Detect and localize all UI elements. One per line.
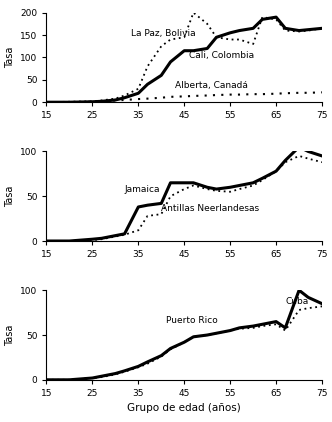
X-axis label: Grupo de edad (años): Grupo de edad (años) (127, 403, 241, 414)
Text: Cuba: Cuba (285, 297, 308, 306)
Text: Alberta, Canadá: Alberta, Canadá (175, 81, 248, 90)
Text: La Paz, Bolivia: La Paz, Bolivia (131, 29, 196, 38)
Y-axis label: Tasa: Tasa (5, 47, 15, 68)
Text: Puerto Rico: Puerto Rico (166, 316, 218, 325)
Text: Antillas Neerlandesas: Antillas Neerlandesas (161, 204, 259, 214)
Y-axis label: Tasa: Tasa (5, 186, 15, 207)
Y-axis label: Tasa: Tasa (5, 325, 15, 346)
Text: Jamaica: Jamaica (124, 185, 160, 194)
Text: Cali, Colombia: Cali, Colombia (189, 51, 254, 60)
